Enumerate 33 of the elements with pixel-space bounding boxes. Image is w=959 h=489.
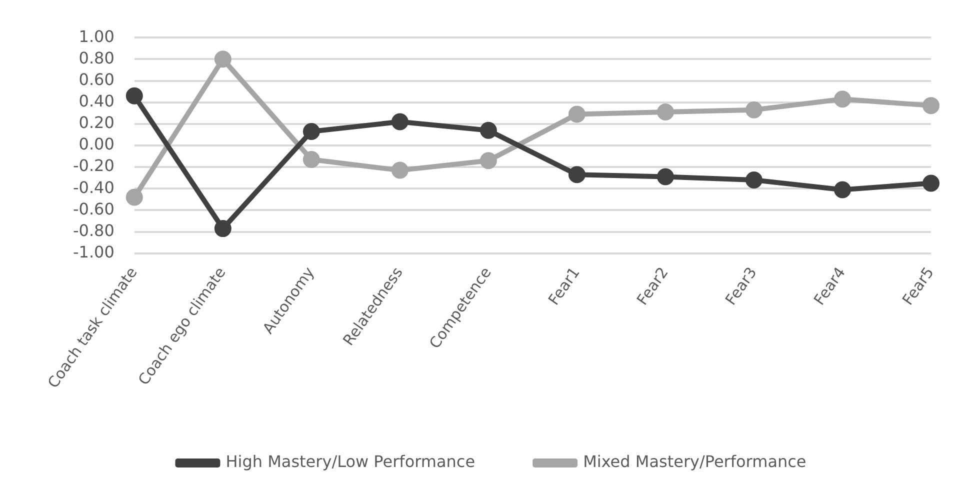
y-tick-label: -0.60 bbox=[72, 199, 114, 218]
point bbox=[745, 172, 762, 189]
point bbox=[922, 97, 940, 114]
legend-label: High Mastery/Low Performance bbox=[226, 452, 476, 472]
point bbox=[568, 106, 586, 123]
point bbox=[745, 101, 762, 118]
point bbox=[214, 220, 232, 238]
point bbox=[834, 90, 851, 108]
point bbox=[922, 174, 940, 192]
y-tick-label: 0.00 bbox=[78, 134, 114, 154]
y-tick-label: 0.60 bbox=[78, 70, 114, 89]
y-tick-label: -0.20 bbox=[72, 156, 114, 176]
point bbox=[126, 87, 143, 104]
point bbox=[656, 168, 674, 186]
y-tick-label: 0.80 bbox=[78, 48, 114, 68]
y-tick-label: -1.00 bbox=[72, 242, 114, 262]
y-tick-label: 0.40 bbox=[78, 91, 114, 110]
y-tick-label: -0.40 bbox=[72, 178, 114, 197]
y-tick-label: 1.00 bbox=[78, 26, 114, 46]
point bbox=[302, 151, 320, 168]
point bbox=[480, 152, 497, 170]
point bbox=[302, 122, 320, 140]
point bbox=[126, 188, 143, 206]
y-tick-label: 0.20 bbox=[78, 113, 114, 132]
point bbox=[214, 50, 232, 68]
y-tick-label: -0.80 bbox=[72, 220, 114, 240]
legend-label: Mixed Mastery/Performance bbox=[583, 452, 806, 472]
point bbox=[480, 122, 497, 139]
point bbox=[656, 104, 674, 121]
point bbox=[568, 166, 586, 184]
point bbox=[391, 162, 408, 179]
point bbox=[391, 113, 408, 130]
point bbox=[834, 181, 851, 198]
